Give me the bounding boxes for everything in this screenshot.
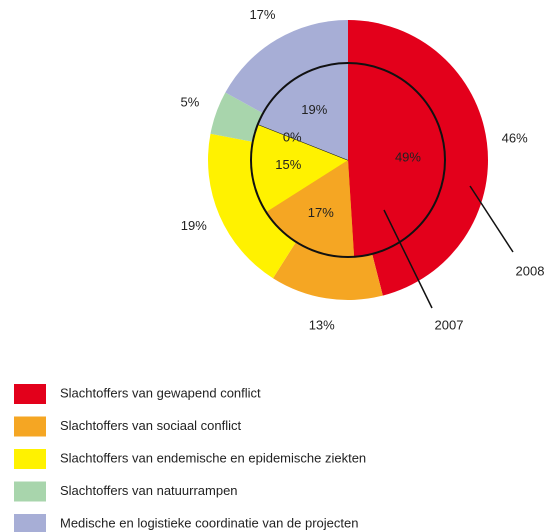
pie-group <box>208 20 489 300</box>
legend-swatch <box>14 481 46 502</box>
value-label: 15% <box>275 157 301 172</box>
legend-label: Slachtoffers van endemische en epidemisc… <box>60 450 366 465</box>
series-label: 2007 <box>435 317 464 332</box>
legend-swatch <box>14 449 46 469</box>
callout-line <box>469 185 514 253</box>
value-label: 19% <box>181 218 207 233</box>
series-label: 2008 <box>516 263 545 278</box>
pie-slice <box>250 124 348 212</box>
value-label: 19% <box>301 102 327 117</box>
legend-label: Slachtoffers van gewapend conflict <box>60 385 261 400</box>
legend-label: Slachtoffers van sociaal conflict <box>60 418 242 433</box>
legend-swatch <box>14 384 46 404</box>
value-label: 13% <box>309 317 335 332</box>
legend-label: Medische en logistieke coordinatie van d… <box>60 515 358 530</box>
value-label: 17% <box>249 7 275 22</box>
pie-slice <box>266 160 355 257</box>
inner-ring-border <box>250 62 446 258</box>
legend-swatch <box>14 416 46 437</box>
legend-swatch <box>14 514 46 532</box>
value-label: 17% <box>308 205 334 220</box>
value-label: 46% <box>502 130 528 145</box>
value-label: 49% <box>395 150 421 165</box>
pie-slice <box>348 63 445 257</box>
value-label: 0% <box>283 129 302 144</box>
callout-line <box>383 209 433 309</box>
pie-slice <box>257 62 348 160</box>
value-label: 5% <box>181 95 200 110</box>
legend-label: Slachtoffers van natuurrampen <box>60 483 238 498</box>
